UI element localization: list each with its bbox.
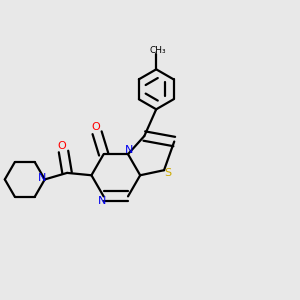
Text: N: N [98, 196, 106, 206]
Text: N: N [125, 145, 134, 155]
Text: N: N [38, 173, 46, 183]
Text: CH₃: CH₃ [149, 46, 166, 55]
Text: S: S [165, 168, 172, 178]
Text: O: O [58, 140, 66, 151]
Text: O: O [91, 122, 100, 132]
